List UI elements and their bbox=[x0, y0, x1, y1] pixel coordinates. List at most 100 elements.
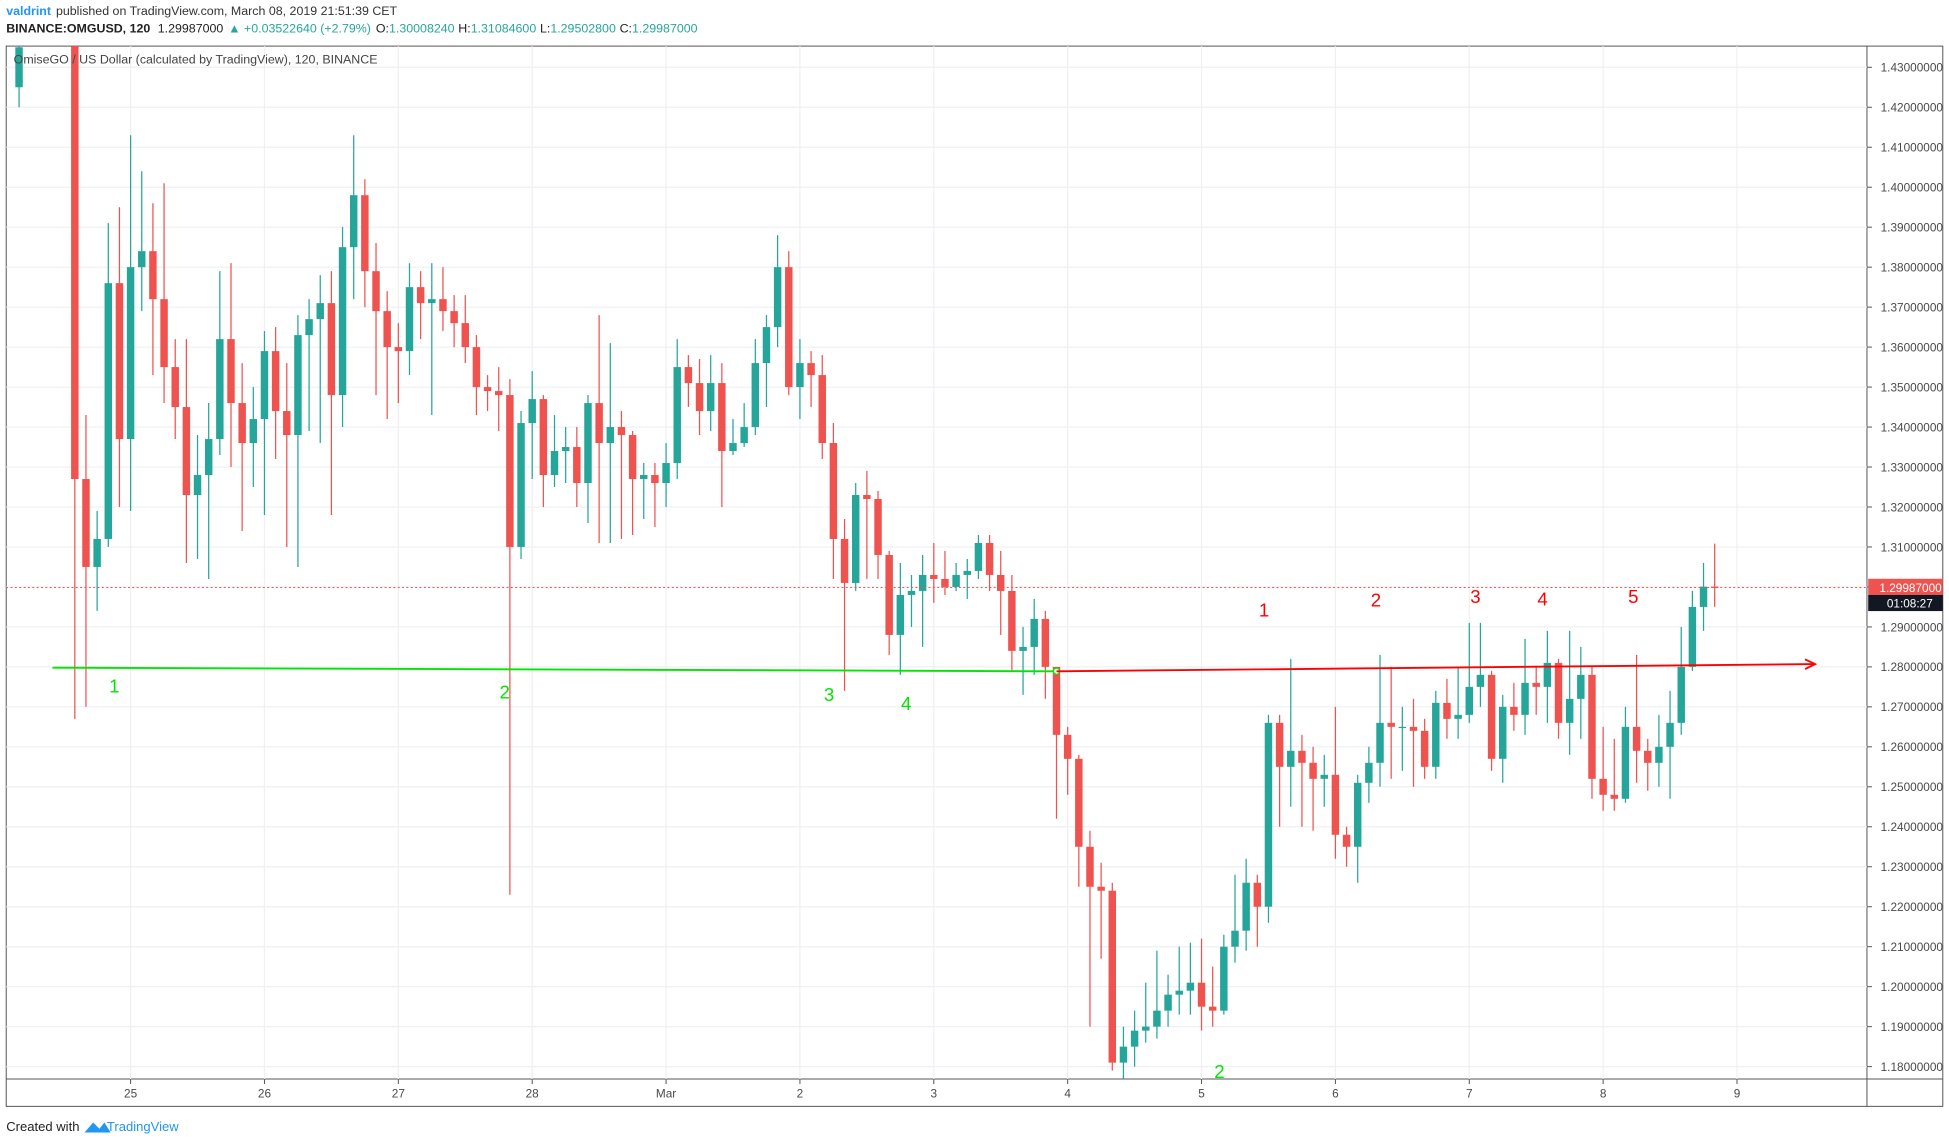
candle-body bbox=[796, 363, 804, 388]
y-tick-label: 1.27000000 bbox=[1881, 700, 1944, 714]
candle-body bbox=[1142, 1026, 1150, 1031]
wave-label: 5 bbox=[1628, 586, 1638, 607]
candle-body bbox=[1331, 774, 1340, 835]
candle-body bbox=[539, 399, 548, 476]
candle-body bbox=[193, 475, 202, 496]
candle-body bbox=[506, 395, 514, 547]
author[interactable]: valdrint bbox=[6, 4, 51, 18]
logo bbox=[84, 1122, 111, 1133]
y-tick-label: 1.20000000 bbox=[1881, 980, 1944, 994]
o-key: O: bbox=[376, 21, 389, 35]
candle-body bbox=[1565, 698, 1574, 723]
candle-body bbox=[974, 542, 983, 571]
candle-body bbox=[1164, 994, 1172, 1011]
candle-body bbox=[1253, 882, 1262, 907]
candle-body bbox=[483, 387, 492, 392]
candle-body bbox=[1499, 706, 1507, 759]
candle-body bbox=[963, 570, 971, 575]
y-tick-label: 1.18000000 bbox=[1881, 1060, 1944, 1074]
candle-body bbox=[1287, 750, 1295, 767]
candle-body bbox=[1543, 662, 1552, 687]
candle-body bbox=[829, 443, 838, 539]
candle-body bbox=[1075, 758, 1083, 847]
l-key: L: bbox=[540, 21, 550, 35]
countdown-box bbox=[1868, 594, 1943, 612]
x-tick-label: 4 bbox=[1064, 1087, 1071, 1101]
candle-body bbox=[1710, 586, 1719, 588]
candle-body bbox=[1621, 726, 1630, 799]
brand[interactable]: TradingView bbox=[107, 1119, 179, 1134]
candle-body bbox=[1454, 714, 1462, 719]
x-tick-label: 26 bbox=[258, 1087, 272, 1101]
candle-body bbox=[82, 479, 90, 567]
candle-body bbox=[93, 538, 101, 567]
y-tick-label: 1.39000000 bbox=[1881, 221, 1944, 235]
candle-body bbox=[1008, 590, 1016, 651]
candle-body bbox=[1030, 618, 1038, 647]
candle-body bbox=[305, 319, 313, 336]
candle-body bbox=[1353, 782, 1362, 847]
candle-body bbox=[126, 267, 135, 440]
candle-body bbox=[1465, 686, 1473, 715]
candle-body bbox=[1632, 726, 1641, 751]
x-tick-label: 7 bbox=[1466, 1087, 1473, 1101]
y-tick-label: 1.25000000 bbox=[1881, 780, 1944, 794]
plot bbox=[6, 46, 1867, 1079]
last-price-label: 1.29987000 bbox=[1879, 581, 1942, 595]
header: valdrint published on TradingView.com, M… bbox=[6, 4, 697, 35]
y-tick-label: 1.31000000 bbox=[1881, 540, 1944, 554]
candle-body bbox=[550, 451, 559, 476]
y-tick-label: 1.42000000 bbox=[1881, 101, 1944, 115]
wave-label: 3 bbox=[1470, 586, 1480, 607]
candle-body bbox=[785, 267, 793, 388]
candle-body bbox=[1521, 682, 1529, 715]
y-tick-label: 1.29000000 bbox=[1881, 620, 1944, 634]
candle-body bbox=[1599, 778, 1607, 795]
candle-body bbox=[1220, 946, 1228, 1011]
candle-body bbox=[617, 427, 626, 436]
candle-body bbox=[840, 538, 849, 583]
wave-label: 3 bbox=[824, 684, 834, 705]
h-val: 1.31084600 bbox=[471, 21, 537, 35]
candle-body bbox=[149, 251, 157, 300]
candle-body bbox=[1041, 618, 1050, 667]
candle-body bbox=[762, 327, 771, 364]
candle-body bbox=[673, 367, 681, 464]
candle-body bbox=[338, 247, 347, 396]
candle-body bbox=[227, 339, 235, 404]
candle-body bbox=[528, 399, 536, 424]
candle-body bbox=[718, 383, 726, 452]
candle-body bbox=[349, 195, 358, 248]
candle-body bbox=[294, 335, 302, 436]
candle-body bbox=[405, 287, 414, 352]
candle-body bbox=[450, 311, 458, 324]
candle-body bbox=[238, 403, 246, 444]
last-price-box bbox=[1868, 578, 1943, 595]
candle-body bbox=[729, 443, 737, 452]
y-tick-label: 1.32000000 bbox=[1881, 500, 1944, 514]
candle-body bbox=[1644, 750, 1652, 763]
candle-body bbox=[138, 251, 146, 268]
candle-body bbox=[1699, 586, 1708, 607]
candle-body bbox=[952, 574, 960, 587]
candle-body bbox=[361, 195, 369, 272]
candle-body bbox=[216, 339, 224, 440]
wave-label: 1 bbox=[109, 675, 119, 696]
chart-frame bbox=[5, 45, 1944, 1107]
y-tick-label: 1.35000000 bbox=[1881, 380, 1944, 394]
candle-body bbox=[160, 299, 168, 368]
wave-label: 4 bbox=[1537, 588, 1547, 609]
x-tick-label: 5 bbox=[1198, 1087, 1205, 1101]
candle-body bbox=[461, 323, 469, 348]
y-tick-label: 1.41000000 bbox=[1881, 141, 1944, 155]
candle-body bbox=[1677, 666, 1685, 723]
wave-label: 1 bbox=[1259, 600, 1269, 621]
candle-body bbox=[1186, 982, 1195, 991]
candle-body bbox=[1197, 982, 1206, 1007]
quote-line: BINANCE:OMGUSD, 120 1.29987000 ▲ +0.035226… bbox=[6, 21, 697, 35]
y-tick-label: 1.22000000 bbox=[1881, 900, 1944, 914]
candle-body bbox=[1577, 674, 1585, 699]
arrow-head bbox=[1804, 658, 1818, 670]
